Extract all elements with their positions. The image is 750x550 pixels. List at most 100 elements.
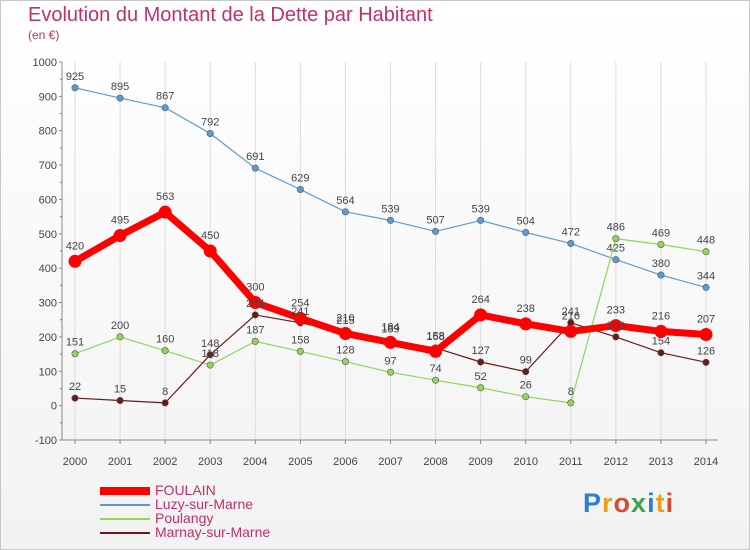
data-point: [567, 239, 575, 247]
data-point: [702, 248, 710, 256]
data-label: 264: [471, 294, 489, 306]
data-point: [654, 324, 668, 338]
data-point: [612, 256, 620, 264]
data-label: 97: [384, 355, 396, 367]
data-point: [657, 349, 665, 357]
data-label: 118: [201, 348, 219, 360]
data-label: 504: [517, 215, 535, 227]
data-point: [116, 396, 124, 404]
data-label: 564: [336, 195, 354, 207]
data-point: [564, 324, 578, 338]
data-point: [161, 104, 169, 112]
data-label: 448: [697, 235, 715, 247]
data-point: [386, 216, 394, 224]
data-label: 425: [607, 243, 625, 255]
legend-label: Poulangy: [155, 510, 214, 526]
x-tick-label: 2009: [468, 456, 492, 468]
data-point: [158, 205, 172, 219]
logo-letter: o: [613, 488, 632, 518]
data-point: [113, 229, 127, 243]
data-label: 184: [381, 321, 399, 333]
y-tick-label: 200: [39, 332, 57, 344]
x-tick-label: 2014: [694, 456, 718, 468]
x-tick-label: 2002: [153, 456, 177, 468]
data-label: 792: [201, 116, 219, 128]
data-label: 344: [697, 270, 715, 282]
data-label: 241: [291, 306, 309, 318]
x-tick-label: 2008: [423, 456, 447, 468]
x-tick-label: 2010: [513, 456, 537, 468]
chart-title: Evolution du Montant de la Dette par Hab…: [28, 4, 433, 26]
data-label: 233: [607, 305, 625, 317]
data-label: 154: [652, 336, 670, 348]
data-point: [657, 271, 665, 279]
logo-letter: t: [655, 488, 666, 518]
logo-letter: i: [665, 488, 675, 518]
data-point: [71, 394, 79, 402]
data-label: 52: [475, 371, 487, 383]
data-point: [206, 129, 214, 137]
y-tick-label: 700: [39, 160, 57, 172]
data-label: 472: [562, 226, 580, 238]
data-point: [341, 358, 349, 366]
x-tick-label: 2006: [333, 456, 357, 468]
data-label: 867: [156, 91, 174, 103]
data-label: 215: [336, 315, 354, 327]
data-point: [477, 358, 485, 366]
y-tick-label: 900: [39, 91, 57, 103]
data-point: [522, 368, 530, 376]
data-label: 187: [246, 324, 264, 336]
data-point: [248, 296, 262, 310]
data-label: 158: [291, 334, 309, 346]
data-label: 168: [426, 331, 444, 343]
data-label: 207: [697, 314, 715, 326]
data-label: 420: [66, 240, 84, 252]
x-tick-label: 2012: [604, 456, 628, 468]
data-label: 15: [114, 383, 126, 395]
data-point: [477, 216, 485, 224]
data-label: 126: [697, 345, 715, 357]
legend-swatch: [100, 532, 150, 534]
data-label: 151: [66, 337, 84, 349]
legend-label: Luzy-sur-Marne: [155, 496, 254, 512]
data-label: 128: [336, 345, 354, 357]
data-point: [296, 347, 304, 355]
y-tick-label: 400: [39, 263, 57, 275]
data-label: 189: [381, 324, 399, 336]
y-tick-label: 1000: [33, 57, 57, 69]
data-label: 8: [162, 386, 168, 398]
y-tick-label: 300: [39, 298, 57, 310]
data-label: 925: [66, 71, 84, 83]
proxiti-logo: Proxiti: [583, 488, 674, 519]
data-label: 158: [426, 330, 444, 342]
legend-label: FOULAIN: [155, 482, 216, 498]
data-point: [341, 208, 349, 216]
data-label: 895: [111, 81, 129, 93]
data-point: [612, 235, 620, 243]
data-point: [702, 358, 710, 366]
x-tick-label: 2000: [63, 456, 87, 468]
x-tick-label: 2005: [288, 456, 312, 468]
data-label: 26: [520, 380, 532, 392]
y-tick-label: 100: [39, 366, 57, 378]
x-tick-label: 2013: [649, 456, 673, 468]
data-point: [567, 399, 575, 407]
data-label: 238: [517, 303, 535, 315]
y-tick-label: 600: [39, 194, 57, 206]
data-label: 300: [246, 282, 264, 294]
data-label: 127: [471, 345, 489, 357]
data-label: 74: [429, 363, 441, 375]
data-point: [71, 84, 79, 92]
data-point: [429, 344, 443, 358]
data-label: 691: [246, 151, 264, 163]
data-label: 264: [246, 298, 264, 310]
x-tick-label: 2001: [108, 456, 132, 468]
legend-swatch: [100, 518, 150, 520]
data-point: [432, 227, 440, 235]
data-point: [293, 311, 307, 325]
data-label: 495: [111, 215, 129, 227]
data-point: [338, 326, 352, 340]
data-label: 99: [520, 355, 532, 367]
data-point: [432, 376, 440, 384]
